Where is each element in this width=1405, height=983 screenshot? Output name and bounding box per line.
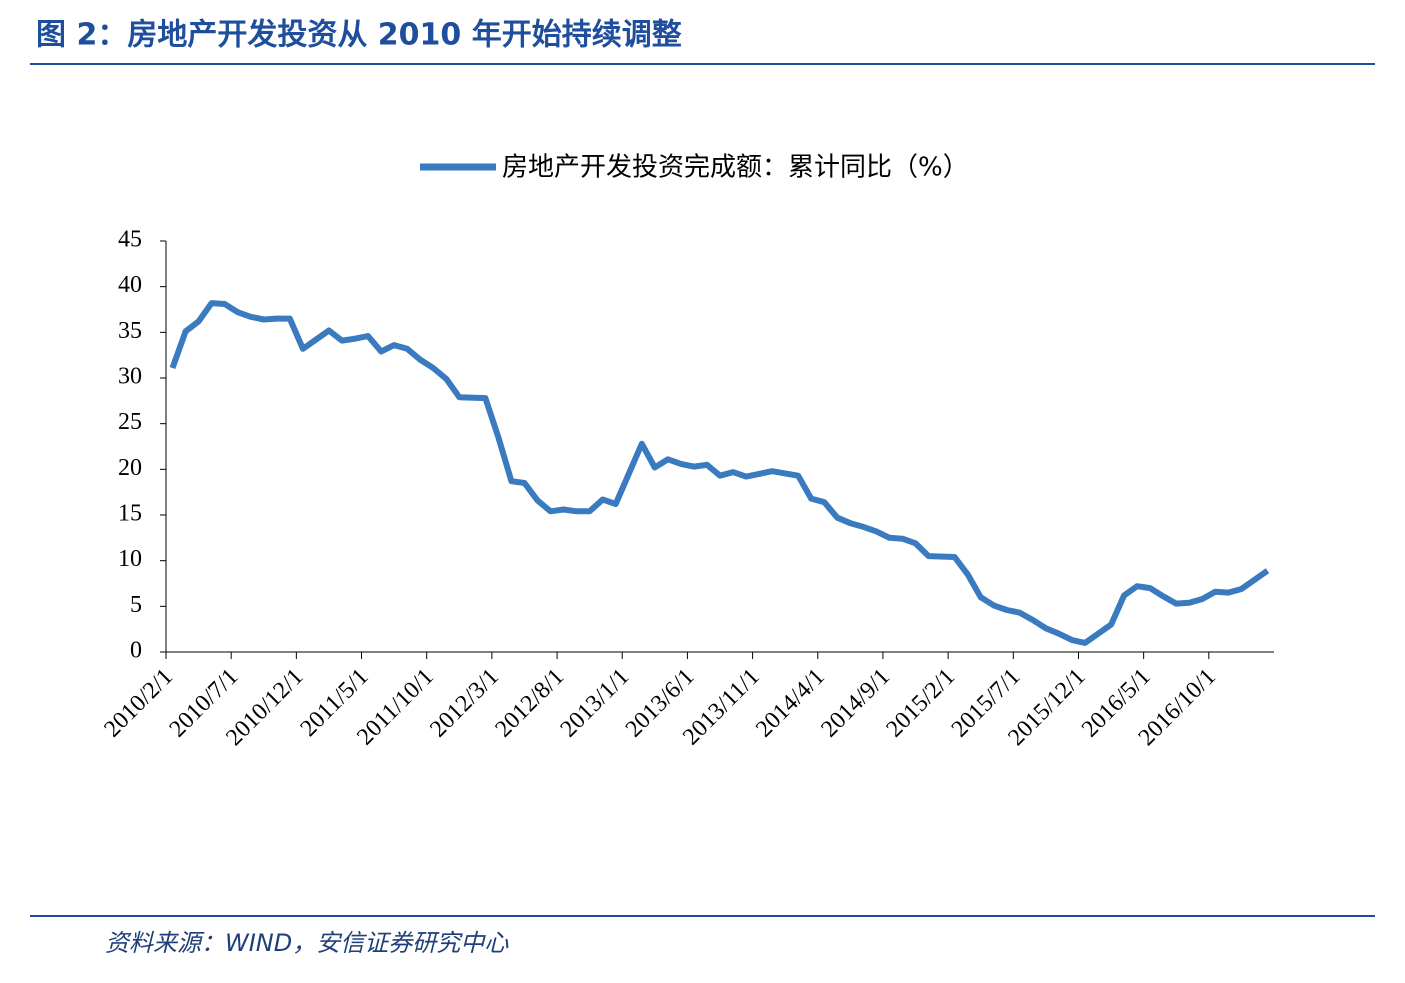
x-tick-label: 2012/8/1 — [490, 664, 569, 743]
x-tick-label: 2013/1/1 — [556, 664, 635, 743]
y-tick-label: 40 — [118, 272, 142, 298]
x-tick-label: 2010/2/1 — [99, 664, 178, 743]
figure-title: 图 2：房地产开发投资从 2010 年开始持续调整 — [36, 18, 682, 53]
x-tick-label: 2014/9/1 — [816, 664, 895, 743]
source-note: 资料来源：WIND，安信证券研究中心 — [105, 929, 509, 957]
x-tick-label: 2015/2/1 — [882, 664, 961, 743]
x-tick-label: 2014/4/1 — [751, 664, 830, 743]
y-tick-label: 35 — [118, 318, 142, 344]
legend-label: 房地产开发投资完成额：累计同比（%） — [502, 153, 969, 183]
y-tick-label: 30 — [118, 364, 142, 390]
y-tick-label: 10 — [118, 546, 142, 572]
y-tick-label: 25 — [118, 409, 142, 435]
y-tick-label: 45 — [118, 227, 142, 253]
y-tick-label: 20 — [118, 455, 142, 481]
y-tick-label: 5 — [130, 592, 142, 618]
series-line — [169, 300, 1270, 646]
x-tick-label: 2012/3/1 — [425, 664, 504, 743]
y-tick-label: 15 — [118, 501, 142, 527]
y-tick-label: 0 — [130, 638, 142, 664]
